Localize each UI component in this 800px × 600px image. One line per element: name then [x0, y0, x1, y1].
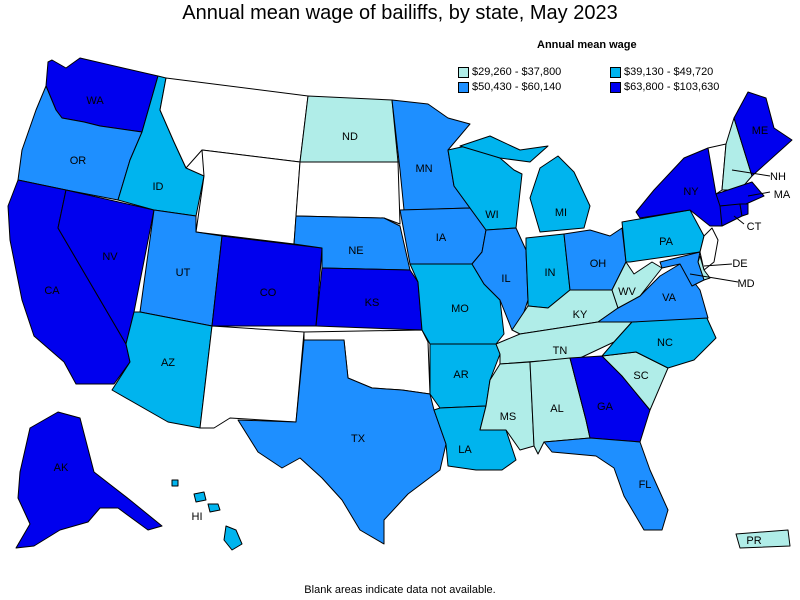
state-nd[interactable] — [299, 95, 399, 163]
state-va[interactable] — [597, 263, 709, 323]
state-label-wi: WI — [485, 209, 498, 221]
legend-label-1: $29,260 - $37,800 — [472, 66, 562, 78]
state-pr[interactable] — [735, 529, 791, 549]
state-label-or: OR — [70, 155, 87, 167]
map-title: Annual mean wage of bailiffs, by state, … — [182, 2, 618, 24]
state-label-ut: UT — [176, 267, 191, 279]
state-label-hi: HI — [192, 511, 203, 523]
legend-swatch-4 — [610, 81, 621, 93]
state-wv[interactable] — [611, 261, 663, 309]
state-label-tx: TX — [351, 433, 366, 445]
state-co[interactable] — [211, 235, 323, 327]
state-me[interactable] — [733, 91, 793, 177]
state-label-ct: CT — [747, 221, 762, 233]
state-label-al: AL — [550, 403, 563, 415]
legend-item-3: $50,430 - $60,140 — [458, 81, 561, 93]
state-ri[interactable] — [739, 203, 749, 217]
state-ma[interactable] — [715, 181, 765, 207]
leader-nh — [731, 169, 771, 177]
state-label-mi: MI — [555, 207, 567, 219]
state-label-il: IL — [501, 273, 510, 285]
legend-swatch-2 — [610, 66, 621, 78]
state-label-pa: PA — [659, 236, 674, 248]
state-label-de: DE — [732, 258, 747, 270]
state-label-ma: MA — [774, 189, 791, 201]
state-ct[interactable] — [719, 203, 743, 227]
state-label-ky: KY — [573, 309, 588, 321]
state-label-nd: ND — [342, 131, 358, 143]
state-md[interactable] — [659, 251, 705, 287]
state-label-oh: OH — [590, 258, 607, 270]
state-label-nh: NH — [770, 171, 786, 183]
legend-title: Annual mean wage — [537, 39, 637, 51]
footer-note: Blank areas indicate data not available. — [304, 584, 496, 596]
state-sd[interactable] — [295, 161, 401, 225]
legend-swatch-1 — [458, 66, 469, 78]
state-label-wa: WA — [86, 95, 104, 107]
state-label-in: IN — [545, 267, 556, 279]
state-label-md: MD — [737, 278, 754, 290]
state-label-az: AZ — [161, 357, 175, 369]
state-mi[interactable] — [529, 155, 591, 233]
legend-label-3: $50,430 - $60,140 — [472, 81, 562, 93]
leader-ct — [733, 215, 745, 225]
state-label-nv: NV — [102, 251, 118, 263]
state-label-mo: MO — [451, 303, 469, 315]
state-label-ny: NY — [683, 186, 699, 198]
legend-item-1: $29,260 - $37,800 — [458, 66, 561, 78]
state-fl[interactable] — [543, 437, 669, 531]
state-label-ak: AK — [54, 462, 69, 474]
state-label-la: LA — [458, 444, 472, 456]
leader-ma — [747, 191, 771, 197]
state-label-ga: GA — [597, 401, 614, 413]
state-label-fl: FL — [639, 479, 652, 491]
state-label-ne: NE — [348, 245, 363, 257]
leader-md — [689, 273, 739, 283]
legend-item-4: $63,800 - $103,630 — [610, 81, 719, 93]
state-label-mn: MN — [415, 163, 432, 175]
state-label-ks: KS — [365, 297, 380, 309]
state-label-ia: IA — [436, 232, 447, 244]
state-label-id: ID — [153, 181, 164, 193]
state-mi-upper[interactable] — [459, 135, 549, 163]
state-label-tn: TN — [553, 345, 568, 357]
state-label-ar: AR — [453, 369, 468, 381]
legend-label-2: $39,130 - $49,720 — [624, 66, 714, 78]
state-hi-islands[interactable] — [171, 479, 221, 513]
state-hi[interactable] — [223, 525, 243, 551]
legend-label-4: $63,800 - $103,630 — [624, 81, 720, 93]
legend-item-2: $39,130 - $49,720 — [610, 66, 713, 78]
state-ak[interactable] — [15, 411, 163, 549]
state-label-ms: MS — [500, 411, 517, 423]
state-nm[interactable] — [199, 325, 305, 429]
legend-swatch-3 — [458, 81, 469, 93]
state-label-me: ME — [752, 125, 769, 137]
state-label-nc: NC — [657, 337, 673, 349]
state-label-co: CO — [260, 287, 277, 299]
state-label-va: VA — [662, 292, 677, 304]
state-wy[interactable] — [195, 149, 301, 245]
state-tx[interactable] — [237, 339, 447, 545]
state-label-wv: WV — [618, 286, 636, 298]
state-label-ca: CA — [44, 285, 60, 297]
state-id[interactable] — [117, 75, 205, 217]
state-label-pr: PR — [746, 535, 761, 547]
leader-de — [703, 263, 733, 267]
state-label-sc: SC — [633, 370, 648, 382]
